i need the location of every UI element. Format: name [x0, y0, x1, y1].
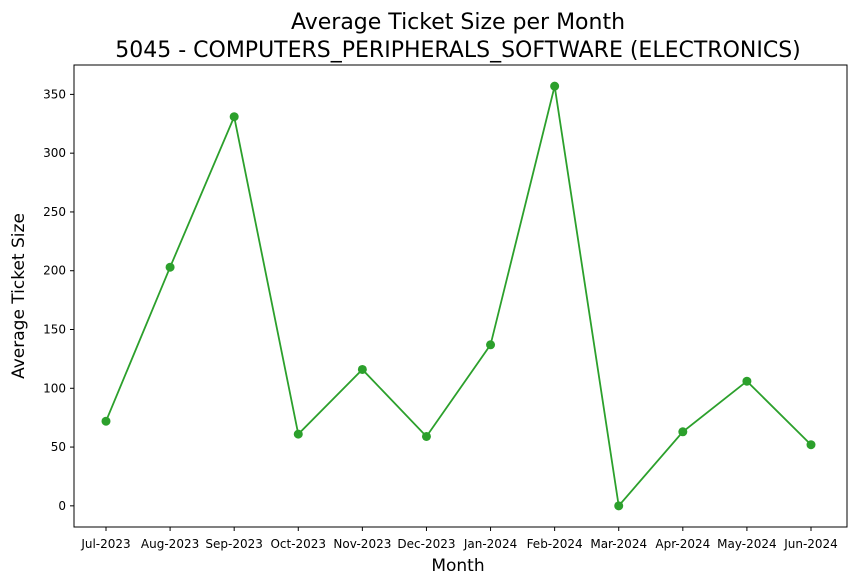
y-tick-label: 250: [43, 205, 66, 219]
data-point: [293, 429, 303, 439]
data-point: [614, 501, 624, 511]
plot-frame: [73, 64, 848, 528]
x-tick-label: Apr-2024: [655, 537, 710, 551]
y-tick-label: 50: [51, 440, 66, 454]
data-point: [165, 262, 175, 272]
x-tick-label: Aug-2023: [141, 537, 199, 551]
chart-subtitle: 5045 - COMPUTERS_PERIPHERALS_SOFTWARE (E…: [115, 38, 801, 63]
chart-title: Average Ticket Size per Month: [291, 10, 625, 35]
plot-area: 0 50 100 150 200 250 300 350 Jul-2023 Aug-2023 Sep…: [43, 64, 848, 551]
data-point: [486, 340, 496, 350]
x-tick-label: Jan-2024: [463, 537, 517, 551]
y-tick-label: 150: [43, 323, 66, 337]
y-axis-label: Average Ticket Size: [9, 213, 29, 379]
x-tick-label: Feb-2024: [527, 537, 583, 551]
x-tick-label: Sep-2023: [205, 537, 263, 551]
y-tick-label: 300: [43, 146, 66, 160]
data-point: [421, 431, 431, 441]
y-tick-label: 350: [43, 87, 66, 101]
series-line: [105, 85, 812, 508]
data-point: [678, 427, 688, 437]
data-point: [806, 440, 816, 450]
x-tick-label: Jun-2024: [783, 537, 838, 551]
data-point: [229, 112, 239, 122]
data-point: [357, 364, 367, 374]
x-tick-label: May-2024: [717, 537, 776, 551]
data-point: [742, 376, 752, 386]
y-tick-label: 100: [43, 381, 66, 395]
x-tick-label: Nov-2023: [333, 537, 391, 551]
x-tick-label: Jul-2023: [80, 537, 130, 551]
y-tick-label: 0: [58, 499, 66, 513]
y-tick-label: 200: [43, 264, 66, 278]
x-axis-label: Month: [431, 556, 484, 576]
data-point: [550, 81, 560, 91]
x-tick-label: Mar-2024: [590, 537, 647, 551]
data-point: [101, 416, 111, 426]
x-tick-label: Dec-2023: [397, 537, 455, 551]
x-tick-label: Oct-2023: [270, 537, 326, 551]
